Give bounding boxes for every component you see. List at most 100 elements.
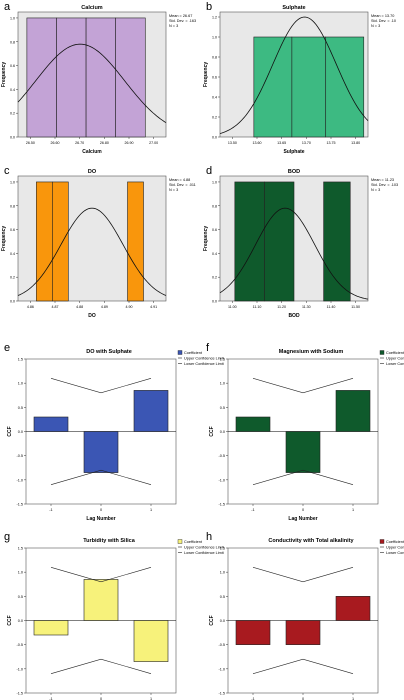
histogram-bar (36, 181, 53, 302)
stats-text: Mean = 4.88 (169, 178, 190, 182)
y-tick-label: -1.5 (218, 692, 225, 696)
y-tick-label: 0.0 (18, 619, 23, 623)
legend-label: Lower Confidence Limit (184, 362, 225, 366)
stats-text: Std. Dev. = .10 (371, 19, 396, 23)
y-tick-label: 1.0 (212, 180, 217, 184)
legend-label: Upper Confidence Limit (386, 357, 404, 361)
y-tick-label: 0.6 (212, 228, 217, 232)
upper-confidence-limit (50, 567, 152, 583)
legend-label: Upper Confidence Limit (386, 546, 404, 550)
y-tick-label: -1.0 (218, 667, 225, 671)
y-tick-label: 0.0 (220, 619, 225, 623)
histogram-bar (253, 36, 293, 138)
panel-g: g -1.5 -1.0 -0.5 0.0 0.5 1.0 1.5 -1 0 1 Turbidity w… (4, 531, 225, 700)
panel-e: e -1.5 -1.0 -0.5 0.0 0.5 1.0 1.5 -1 0 1 DO with Sul… (4, 342, 225, 522)
histogram-bar (115, 17, 146, 138)
legend-label: Upper Confidence Limit (184, 546, 225, 550)
y-tick-label: 1.2 (212, 16, 217, 20)
y-tick-label: -1.0 (16, 478, 23, 482)
x-tick-label: 1 (352, 508, 354, 512)
x-tick-label: 13.75 (327, 141, 336, 145)
chart-title: Turbidity with Silica (83, 538, 135, 544)
x-axis-label: BOD (288, 313, 300, 319)
lower-confidence-limit (50, 469, 152, 485)
histogram-bar (325, 36, 365, 138)
y-tick-label: 0.4 (212, 96, 217, 100)
y-axis-label: Frequency (1, 226, 7, 252)
x-tick-label: 0 (100, 508, 102, 512)
stats-text: Std. Dev. = .011 (169, 183, 196, 187)
y-tick-label: 1.5 (18, 547, 23, 551)
x-tick-label: 11.30 (302, 305, 311, 309)
legend-swatch-coefficient (379, 539, 385, 544)
y-tick-label: 0.4 (10, 252, 15, 256)
histogram-bar (264, 181, 295, 302)
panel-letter: g (4, 531, 10, 543)
stats-text: N = 3 (169, 24, 178, 28)
panel-h: h -1.5 -1.0 -0.5 0.0 0.5 1.0 1.5 -1 0 1 Conductivit… (206, 531, 404, 700)
panel-letter: a (4, 1, 11, 13)
legend-label: Coefficient (184, 351, 203, 355)
x-tick-label: 11.00 (228, 305, 237, 309)
chart-title: Conductivity with Total alkalinity (268, 538, 354, 544)
legend-label: Coefficient (386, 351, 404, 355)
panel-c: c 0.0 0.2 0.4 0.6 0.8 1.0 4.86 4.87 4.88 4.89 4.90 4… (1, 165, 196, 319)
y-tick-label: 0.8 (212, 204, 217, 208)
ccf-bar (33, 620, 69, 636)
y-tick-label: 1.5 (220, 358, 225, 362)
x-tick-label: 11.10 (253, 305, 262, 309)
y-tick-label: 0.8 (10, 40, 15, 44)
y-tick-label: -1.0 (16, 667, 23, 671)
histogram-bar (234, 181, 265, 302)
x-tick-label: 1 (352, 697, 354, 700)
chart-title: BOD (288, 169, 300, 175)
stats-text: N = 3 (371, 24, 380, 28)
panel-a: a 0.0 0.2 0.4 0.6 0.8 1.0 26.50 26.60 26.70 26.80 2… (1, 1, 196, 155)
x-tick-label: 13.70 (302, 141, 311, 145)
ccf-bar (335, 596, 371, 621)
panel-f: f -1.5 -1.0 -0.5 0.0 0.5 1.0 1.5 -1 0 1 Magnesium w… (206, 342, 404, 522)
y-tick-label: 0.5 (220, 406, 225, 410)
ccf-bar (335, 390, 371, 432)
stats-text: N = 3 (169, 188, 178, 192)
ccf-bar (83, 579, 119, 621)
y-tick-label: 0.2 (10, 112, 15, 116)
y-axis-label: Frequency (203, 226, 209, 252)
chart-title: Magnesium with Sodium (279, 349, 344, 355)
stats-text: N = 3 (371, 188, 380, 192)
panel-letter: c (4, 165, 10, 177)
x-tick-label: 13.65 (277, 141, 286, 145)
x-tick-label: 0 (302, 697, 304, 700)
x-tick-label: 13.50 (228, 141, 237, 145)
x-tick-label: 26.60 (51, 141, 60, 145)
y-tick-label: 0.2 (10, 276, 15, 280)
x-tick-label: -1 (49, 508, 52, 512)
y-tick-label: 1.0 (220, 571, 225, 575)
ccf-bar (285, 431, 321, 473)
x-tick-label: 26.80 (100, 141, 109, 145)
upper-confidence-limit (252, 378, 354, 394)
histogram-bar (52, 181, 69, 302)
legend-label: Lower Confidence Limit (184, 551, 225, 555)
y-tick-label: -1.5 (16, 503, 23, 507)
y-tick-label: -1.5 (218, 503, 225, 507)
histogram-bar (26, 17, 57, 138)
panel-letter: d (206, 165, 212, 177)
legend-label: Coefficient (386, 540, 404, 544)
y-tick-label: 0.8 (10, 204, 15, 208)
normal-curve (17, 207, 167, 296)
x-tick-label: 11.40 (327, 305, 336, 309)
stats-text: Std. Dev. = .163 (169, 19, 196, 23)
x-tick-label: 26.90 (125, 141, 134, 145)
legend-label: Lower Confidence Limit (386, 362, 404, 366)
y-tick-label: 1.0 (10, 180, 15, 184)
y-tick-label: 1.5 (220, 547, 225, 551)
y-tick-label: 0.2 (212, 276, 217, 280)
x-tick-label: 0 (100, 697, 102, 700)
stats-text: Mean = 13.70 (371, 14, 394, 18)
legend-label: Coefficient (184, 540, 203, 544)
normal-curve (219, 16, 369, 134)
histogram-bar (291, 36, 327, 138)
ccf-bar (133, 390, 169, 432)
